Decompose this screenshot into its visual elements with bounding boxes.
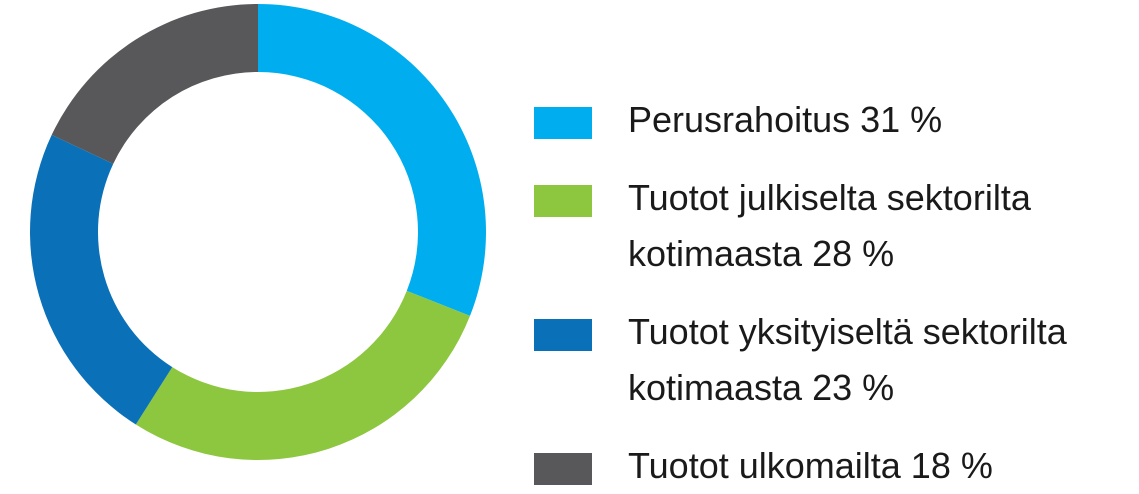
- legend-swatch-ulkomaat: [534, 453, 592, 485]
- legend-swatch-perusrahoitus: [534, 107, 592, 139]
- slice-perusrahoitus: [258, 4, 487, 316]
- legend-label-perusrahoitus: Perusrahoitus 31 %: [628, 99, 943, 140]
- legend-item-julkinen-sektori: Tuotot julkiselta sektorilta kotimaasta …: [534, 170, 1134, 282]
- legend-swatch-yksityinen-sektori: [534, 319, 592, 351]
- donut-slices: [30, 4, 487, 460]
- legend-item-perusrahoitus: Perusrahoitus 31 %: [534, 92, 1134, 148]
- legend-label-yksityinen-sektori: Tuotot yksityiseltä sektorilta kotimaast…: [628, 311, 1067, 408]
- legend-item-yksityinen-sektori: Tuotot yksityiseltä sektorilta kotimaast…: [534, 304, 1134, 416]
- legend: Perusrahoitus 31 % Tuotot julkiselta sek…: [534, 92, 1134, 494]
- donut-chart: [30, 4, 487, 460]
- slice-julkinen-sektori: [135, 290, 470, 460]
- legend-swatch-julkinen-sektori: [534, 185, 592, 217]
- slice-ulkomaat: [51, 4, 258, 164]
- legend-label-julkinen-sektori: Tuotot julkiselta sektorilta kotimaasta …: [628, 177, 1031, 274]
- legend-item-ulkomaat: Tuotot ulkomailta 18 %: [534, 438, 1134, 494]
- legend-label-ulkomaat: Tuotot ulkomailta 18 %: [628, 445, 993, 486]
- slice-yksityinen-sektori: [30, 134, 173, 425]
